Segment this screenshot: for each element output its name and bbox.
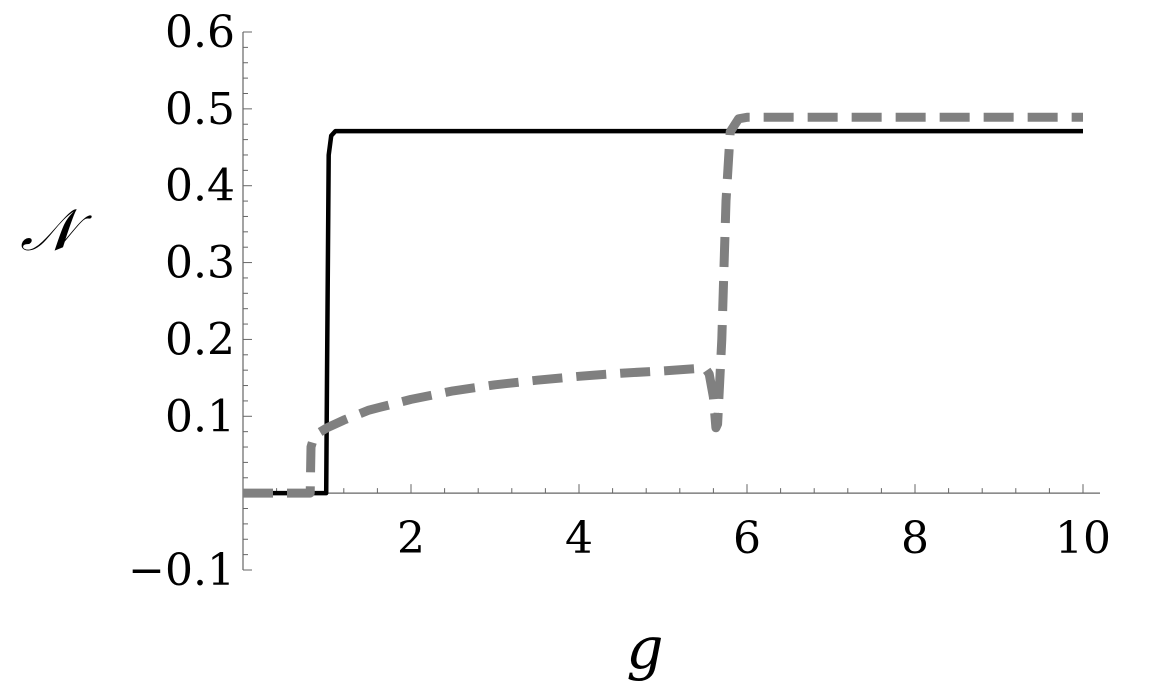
series-lines: [243, 112, 1083, 498]
tick-labels: 2 4 6 8 10 −0.1 0.1 0.2 0.3 0.4 0.5 0.6: [128, 7, 1111, 596]
x-axis-title: g: [626, 614, 663, 682]
series-line-dashed: [243, 112, 1083, 498]
x-tick-label: 2: [397, 513, 425, 564]
y-tick-label: 0.1: [165, 391, 235, 442]
axes: [242, 32, 1100, 570]
y-axis-title: 𝒩: [20, 196, 92, 264]
axis-ticks: [243, 31, 1084, 571]
y-tick-label: 0.2: [165, 314, 235, 365]
x-tick-label: 8: [901, 513, 929, 564]
x-tick-label: 6: [733, 513, 761, 564]
y-tick-label: 0.6: [165, 7, 235, 58]
x-tick-label: 4: [565, 513, 593, 564]
y-tick-label: 0.3: [165, 238, 235, 289]
y-tick-label: −0.1: [128, 545, 235, 596]
x-tick-label: 10: [1055, 513, 1111, 564]
y-tick-label: 0.5: [165, 84, 235, 135]
series-line-solid: [243, 128, 1083, 496]
y-tick-label: 0.4: [165, 161, 235, 212]
